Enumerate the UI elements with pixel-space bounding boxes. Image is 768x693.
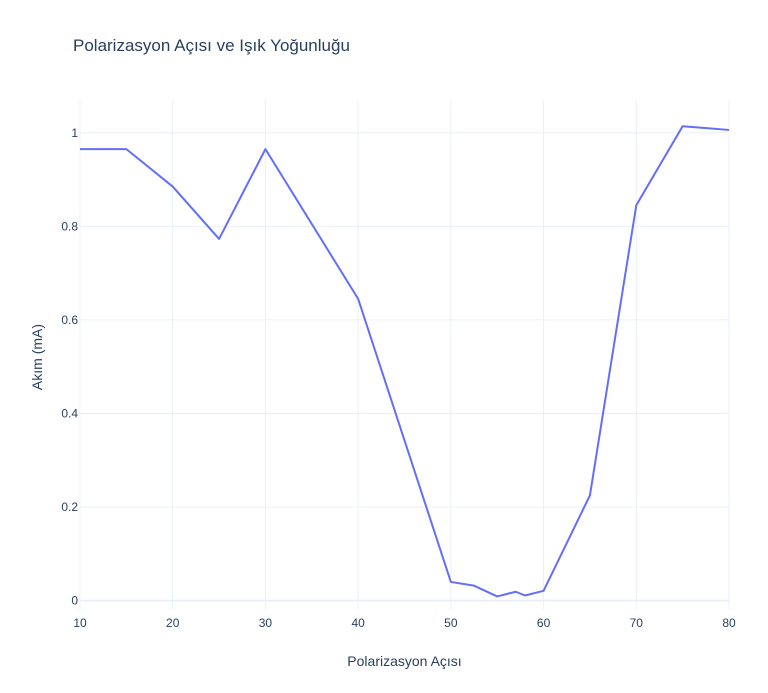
x-tick-label: 80 [722, 616, 736, 630]
series-layer [80, 125, 730, 598]
y-tick-label: 0.4 [61, 406, 78, 420]
x-tick-labels: 10 20 30 40 50 60 70 80 [73, 616, 736, 630]
x-tick-label: 50 [444, 616, 458, 630]
series-line [80, 125, 730, 598]
x-tick-label: 30 [259, 616, 273, 630]
y-tick-label: 0 [71, 594, 78, 608]
y-tick-labels: 0 0.2 0.4 0.6 0.8 1 [61, 126, 78, 608]
x-tick-label: 60 [537, 616, 551, 630]
chart-title: Polarizasyon Açısı ve Işık Yoğunluğu [73, 36, 350, 55]
x-axis-title: Polarizasyon Açısı [347, 653, 461, 669]
y-gridlines [80, 132, 729, 602]
y-tick-label: 0.6 [61, 313, 78, 327]
x-tick-label: 10 [73, 616, 87, 630]
x-tick-label: 40 [351, 616, 365, 630]
y-tick-label: 1 [71, 126, 78, 140]
x-tick-label: 20 [166, 616, 180, 630]
y-tick-label: 0.8 [61, 219, 78, 233]
x-tick-label: 70 [630, 616, 644, 630]
y-axis-title: Akım (mA) [29, 324, 45, 390]
x-gridlines [79, 100, 730, 610]
y-tick-label: 0.2 [61, 500, 78, 514]
